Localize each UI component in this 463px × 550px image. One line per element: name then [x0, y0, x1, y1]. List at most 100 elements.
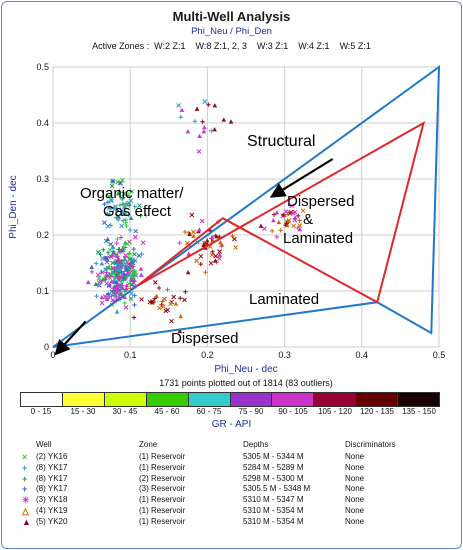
scatter-point	[110, 244, 116, 249]
scatter-point	[132, 252, 137, 257]
scatter-point	[115, 191, 121, 196]
scatter-point	[209, 252, 215, 258]
scatter-point	[262, 226, 267, 231]
scatter-point	[228, 119, 234, 124]
legend-symbol-icon: △	[22, 506, 29, 516]
scatter-point	[122, 300, 128, 306]
y-tick-label: 0.3	[36, 174, 49, 184]
annotation-arrow	[269, 158, 334, 198]
scatter-point	[232, 236, 237, 242]
scatter-point	[106, 292, 111, 297]
scatter-point	[121, 218, 126, 223]
colorbar-swatch	[356, 393, 399, 406]
scatter-point	[160, 299, 165, 304]
data-points	[85, 99, 306, 333]
scatter-point	[213, 253, 219, 259]
legend-discriminator: None	[345, 452, 365, 461]
x-tick-label: 0.5	[433, 350, 446, 360]
scatter-point	[129, 282, 135, 287]
scatter-point	[152, 280, 158, 285]
scatter-point	[286, 218, 292, 223]
legend-well: (8) YK17	[36, 473, 68, 483]
scatter-point	[107, 264, 112, 270]
scatter-point	[101, 276, 107, 281]
annotation-dispersed: Dispersed	[171, 330, 239, 347]
scatter-point	[116, 247, 121, 252]
scatter-point	[109, 183, 115, 189]
scatter-point	[189, 212, 195, 218]
scatter-point	[94, 261, 99, 266]
colorbar-label: 15 - 30	[70, 407, 96, 416]
scatter-point	[110, 205, 116, 211]
scatter-point	[177, 296, 183, 301]
scatter-point	[119, 285, 124, 290]
scatter-point	[124, 223, 129, 229]
colorbar-swatch	[230, 393, 273, 406]
colorbar-label: 135 - 150	[402, 407, 436, 416]
points-note: 1731 points plotted out of 1814 (83 outl…	[159, 378, 333, 388]
y-tick-label: 0.5	[36, 62, 49, 72]
scatter-point	[289, 203, 294, 209]
legend-well: (8) YK17	[36, 484, 68, 494]
y-tick-label: 0	[44, 342, 49, 352]
scatter-point	[206, 102, 211, 107]
scatter-point	[197, 133, 202, 139]
scatter-point	[124, 282, 130, 288]
scatter-point	[114, 285, 120, 291]
scatter-point	[125, 192, 131, 197]
scatter-point	[126, 272, 132, 277]
x-tick-label: 0	[50, 350, 55, 360]
scatter-point	[177, 328, 183, 333]
scatter-point	[114, 271, 120, 277]
legend-depths: 5305.5 M - 5348 M	[243, 484, 311, 494]
scatter-point	[117, 267, 122, 273]
scatter-point	[114, 206, 120, 212]
scatter-point	[176, 102, 182, 108]
scatter-point	[94, 293, 99, 299]
scatter-point	[130, 271, 136, 276]
scatter-point	[114, 240, 119, 246]
boundary-blue-polygon	[52, 64, 441, 348]
scatter-point	[106, 193, 112, 199]
scatter-point	[122, 262, 128, 267]
scatter-point	[258, 223, 264, 228]
scatter-point	[114, 283, 120, 288]
scatter-point	[157, 305, 162, 311]
scatter-point	[133, 228, 139, 234]
scatter-point	[168, 301, 173, 307]
scatter-point	[113, 279, 119, 284]
scatter-point	[119, 270, 124, 275]
scatter-point	[124, 241, 130, 247]
scatter-point	[295, 225, 301, 231]
scatter-point	[104, 296, 110, 302]
scatter-point	[269, 228, 275, 234]
scatter-point	[233, 245, 238, 250]
scatter-point	[199, 218, 205, 224]
colorbar	[20, 392, 440, 407]
legend-header-discriminators: Discriminators	[345, 440, 396, 449]
zone-item: W:4 Z:1	[298, 41, 330, 51]
legend-depths: 5284 M - 5289 M	[243, 462, 304, 472]
scatter-point	[128, 296, 134, 302]
scatter-point	[185, 129, 191, 134]
overlay-lines	[52, 64, 441, 356]
scatter-point	[217, 252, 222, 257]
scatter-point	[122, 205, 127, 211]
scatter-point	[156, 285, 162, 291]
legend-discriminator: None	[345, 462, 365, 472]
scatter-point	[192, 119, 198, 124]
scatter-point	[154, 293, 159, 298]
scatter-point	[104, 256, 110, 261]
scatter-point	[297, 227, 303, 232]
scatter-point	[126, 264, 132, 270]
scatter-point	[129, 277, 135, 283]
scatter-point	[132, 293, 137, 298]
chart-subtitle: Phi_Neu / Phi_Den	[191, 26, 272, 37]
scatter-point	[110, 260, 115, 266]
scatter-point	[291, 223, 296, 229]
scatter-point	[194, 258, 199, 264]
scatter-point	[120, 196, 125, 202]
scatter-point	[138, 272, 144, 277]
scatter-point	[121, 191, 127, 197]
scatter-point	[131, 315, 137, 320]
